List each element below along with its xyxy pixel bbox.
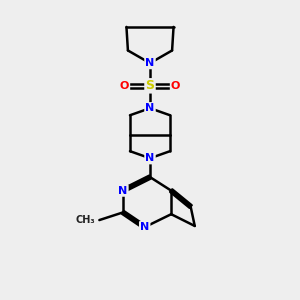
Text: O: O	[171, 81, 180, 91]
Text: N: N	[118, 186, 128, 196]
Text: CH₃: CH₃	[75, 215, 95, 225]
Text: N: N	[140, 222, 149, 232]
Text: S: S	[146, 79, 154, 92]
Text: N: N	[146, 103, 154, 113]
Text: N: N	[146, 153, 154, 163]
Text: O: O	[120, 81, 129, 91]
Text: N: N	[146, 58, 154, 68]
